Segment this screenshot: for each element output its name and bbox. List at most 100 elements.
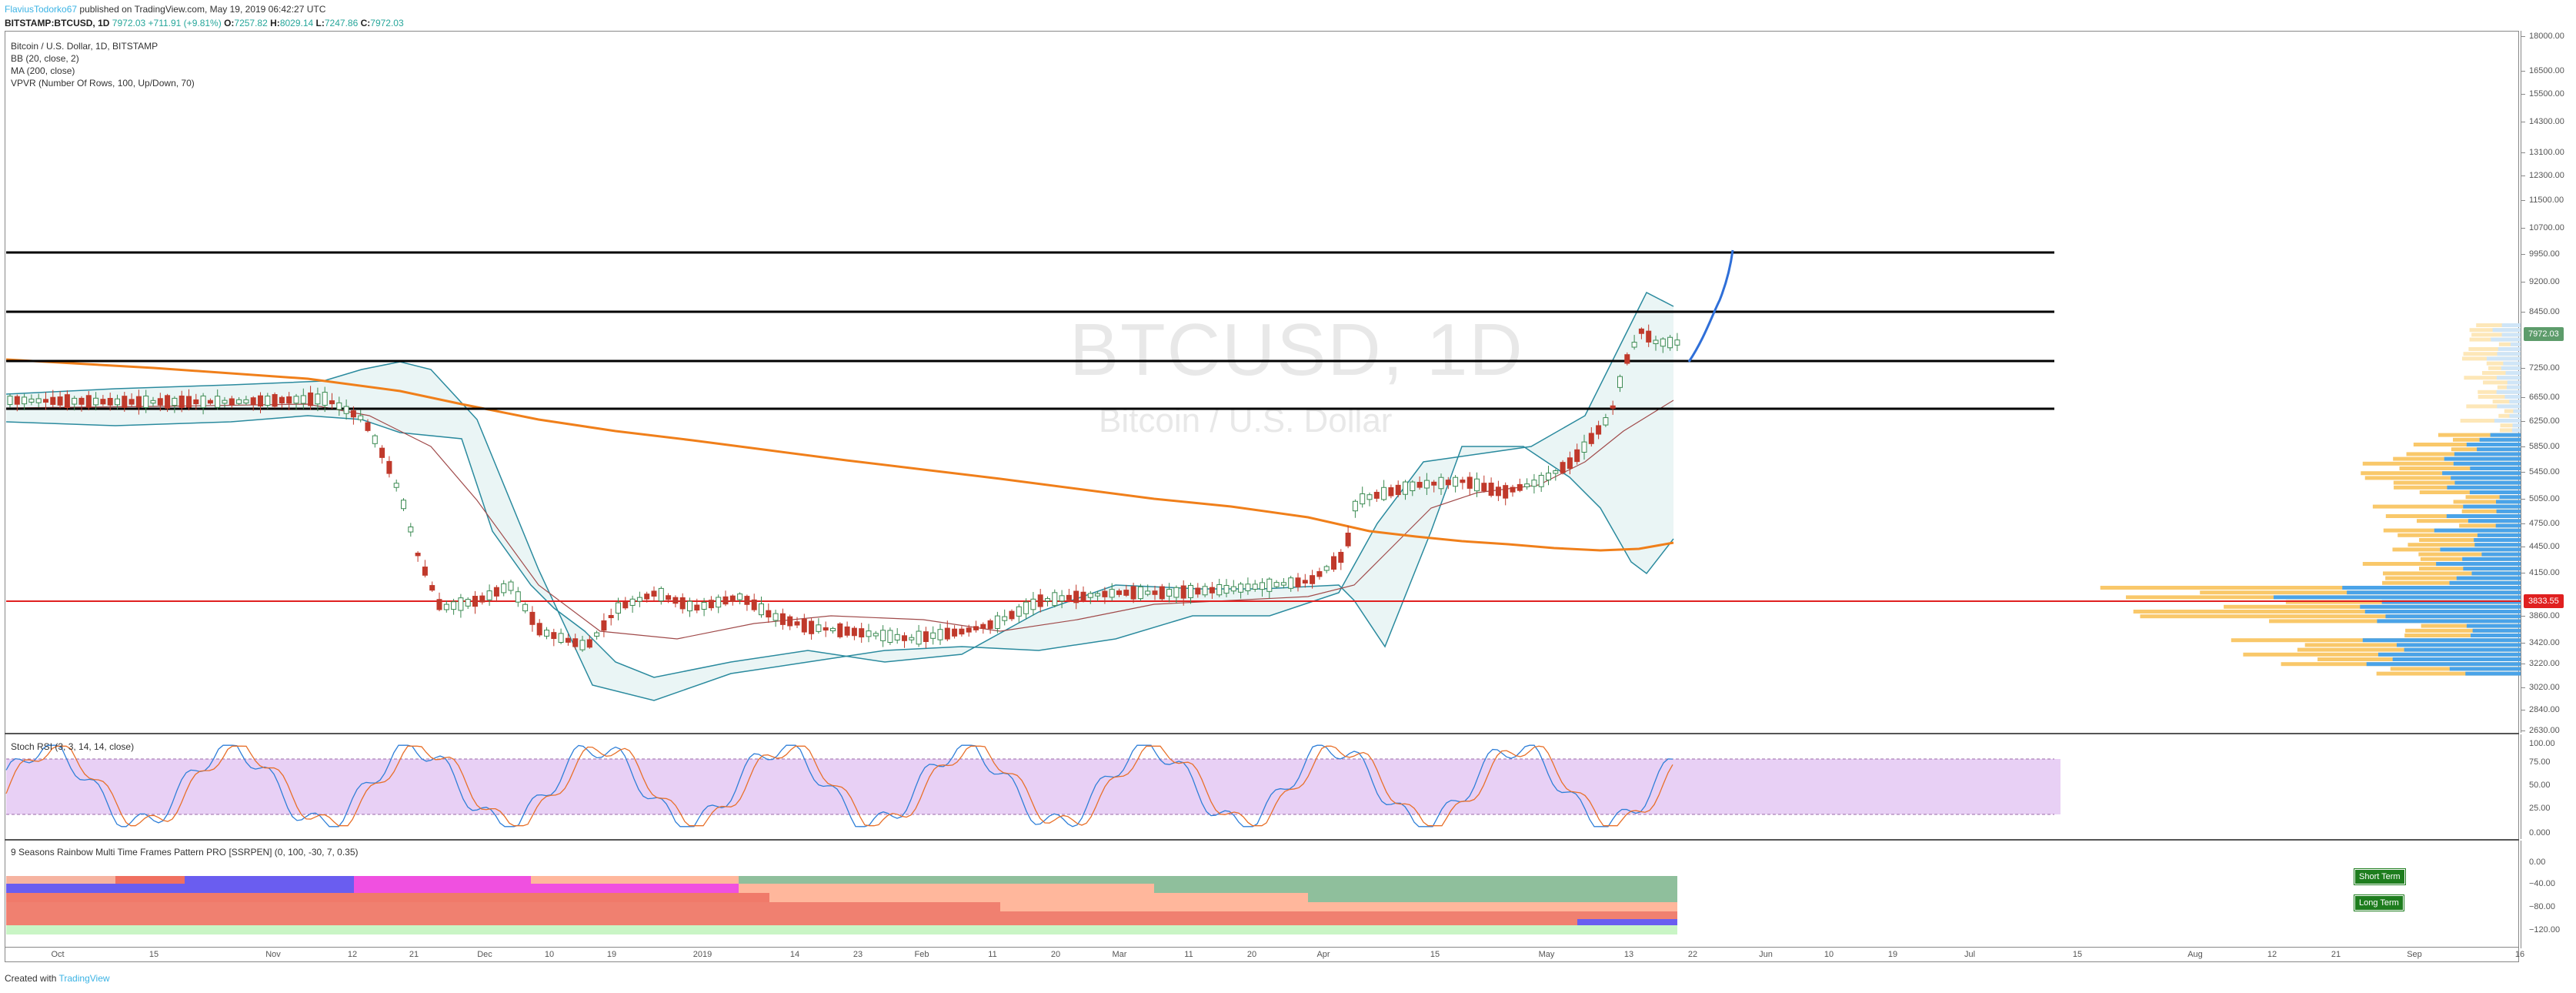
price-tick-label: 3220.00 bbox=[2529, 659, 2560, 668]
candle-body bbox=[1560, 462, 1566, 473]
candle-body bbox=[1603, 417, 1609, 426]
candle-body bbox=[35, 398, 42, 403]
candle-body bbox=[558, 633, 564, 643]
vpvr-down-bar bbox=[2376, 671, 2521, 676]
candle-body bbox=[1266, 578, 1273, 592]
candle-body bbox=[759, 603, 764, 616]
candle-body bbox=[930, 632, 936, 639]
candle-body bbox=[1116, 590, 1122, 595]
price-tick bbox=[2521, 71, 2525, 72]
time-tick-label: Jul bbox=[1964, 950, 1976, 959]
candle-body bbox=[1517, 483, 1523, 491]
high-label: H: bbox=[270, 18, 280, 28]
vpvr-up-bar bbox=[2362, 638, 2521, 643]
candle-body bbox=[350, 410, 356, 418]
time-tick-label: 20 bbox=[1246, 950, 1257, 959]
candle-body bbox=[830, 627, 836, 632]
candle-body bbox=[393, 483, 399, 488]
price-change: +711.91 (+9.81%) bbox=[148, 18, 222, 28]
candle-body bbox=[809, 620, 815, 634]
low-label: L: bbox=[315, 18, 325, 28]
candle-body bbox=[816, 624, 822, 632]
candle-body bbox=[1331, 556, 1336, 570]
price-tick bbox=[2521, 421, 2525, 422]
price-tick bbox=[2521, 446, 2525, 447]
legend-ma[interactable]: MA (200, close) bbox=[11, 65, 75, 76]
vpvr-up-bar bbox=[2490, 433, 2521, 437]
candle-body bbox=[551, 632, 557, 640]
vpvr-up-bar bbox=[2465, 671, 2521, 676]
candle-body bbox=[1567, 457, 1573, 470]
candle-body bbox=[100, 399, 106, 405]
rainbow-band bbox=[354, 884, 739, 893]
candle-body bbox=[1416, 482, 1423, 488]
time-tick-label: 11 bbox=[988, 950, 997, 959]
candle-body bbox=[1510, 486, 1516, 493]
vpvr-up-bar bbox=[2513, 409, 2521, 413]
candle-body bbox=[515, 591, 521, 603]
vpvr-up-bar bbox=[2510, 342, 2521, 346]
candle-body bbox=[687, 600, 692, 612]
price-tick-label: 6250.00 bbox=[2529, 416, 2560, 426]
vpvr-up-bar bbox=[2466, 624, 2521, 628]
candle-body bbox=[1273, 582, 1280, 587]
stoch-rsi-legend[interactable]: Stoch RSI (3, 3, 14, 14, close) bbox=[11, 741, 135, 752]
watermark-symbol: BTCUSD, 1D bbox=[1069, 309, 1524, 391]
low-value: 7247.86 bbox=[324, 18, 359, 28]
vpvr-up-bar bbox=[2492, 328, 2521, 333]
pane-separator-rainbow[interactable] bbox=[5, 839, 2519, 841]
vpvr-up-bar bbox=[2474, 543, 2521, 547]
candle-body bbox=[737, 593, 743, 600]
bollinger-lower bbox=[5, 415, 1674, 678]
candle-body bbox=[873, 633, 879, 637]
candle-body bbox=[64, 394, 70, 408]
candle-body bbox=[186, 396, 192, 408]
rsi-axis[interactable]: 100.00 75.00 50.00 25.00 0.000 bbox=[2521, 734, 2576, 839]
legend-bb[interactable]: BB (20, close, 2) bbox=[11, 53, 79, 64]
pane-separator-rsi[interactable] bbox=[5, 733, 2519, 734]
legend-symbol[interactable]: Bitcoin / U.S. Dollar, 1D, BITSTAMP bbox=[11, 41, 158, 52]
legend-vpvr[interactable]: VPVR (Number Of Rows, 100, Up/Down, 70) bbox=[11, 78, 195, 89]
vpvr-down-bar bbox=[2397, 533, 2521, 537]
candle-body bbox=[823, 627, 829, 631]
vpvr-up-bar bbox=[2342, 586, 2521, 590]
candle-body bbox=[1410, 481, 1416, 492]
author-link[interactable]: FlaviusTodorko67 bbox=[5, 4, 78, 15]
price-tick-label: 11500.00 bbox=[2529, 196, 2564, 205]
symbol-label: BITSTAMP:BTCUSD, 1D bbox=[5, 18, 110, 28]
candle-body bbox=[207, 400, 213, 404]
publish-line: FlaviusTodorko67 published on TradingVie… bbox=[5, 3, 325, 15]
candle-body bbox=[994, 615, 1000, 629]
vpvr-up-bar bbox=[2453, 461, 2521, 466]
vpvr-up-bar bbox=[2511, 428, 2521, 433]
candle-body bbox=[694, 604, 700, 611]
price-axis[interactable]: 18000.00 16500.00 15500.00 14300.00 13100.00… bbox=[2521, 31, 2576, 735]
vpvr-down-bar bbox=[2453, 500, 2521, 504]
candle-body bbox=[379, 447, 385, 458]
candle-body bbox=[1109, 589, 1115, 598]
vpvr-down-bar bbox=[2399, 466, 2521, 470]
vpvr-up-bar bbox=[2396, 643, 2521, 647]
candle-body bbox=[1188, 584, 1193, 598]
vpvr-up-bar bbox=[2497, 352, 2521, 356]
tradingview-logo-link[interactable]: TradingView bbox=[58, 973, 110, 984]
vpvr-up-bar bbox=[2506, 385, 2521, 390]
vpvr-up-bar bbox=[2444, 456, 2521, 461]
vpvr-up-bar bbox=[2454, 480, 2521, 485]
rainbow-legend[interactable]: 9 Seasons Rainbow Multi Time Frames Patt… bbox=[11, 847, 359, 858]
rainbow-axis[interactable]: 0.00 −40.00 −80.00 −120.00 bbox=[2521, 841, 2576, 948]
candle-body bbox=[1260, 582, 1265, 590]
rainbow-tick-label: −40.00 bbox=[2529, 879, 2555, 888]
candle-body bbox=[1503, 485, 1509, 499]
candle-body bbox=[1474, 478, 1480, 492]
candle-body bbox=[1524, 483, 1530, 487]
time-tick-label: May bbox=[1538, 950, 1555, 959]
price-tick-label: 16500.00 bbox=[2529, 66, 2564, 75]
vpvr-up-bar bbox=[2392, 657, 2521, 661]
vpvr-down-bar bbox=[2438, 433, 2521, 437]
vpvr-up-bar bbox=[2509, 413, 2521, 418]
rainbow-band bbox=[1000, 902, 1462, 911]
